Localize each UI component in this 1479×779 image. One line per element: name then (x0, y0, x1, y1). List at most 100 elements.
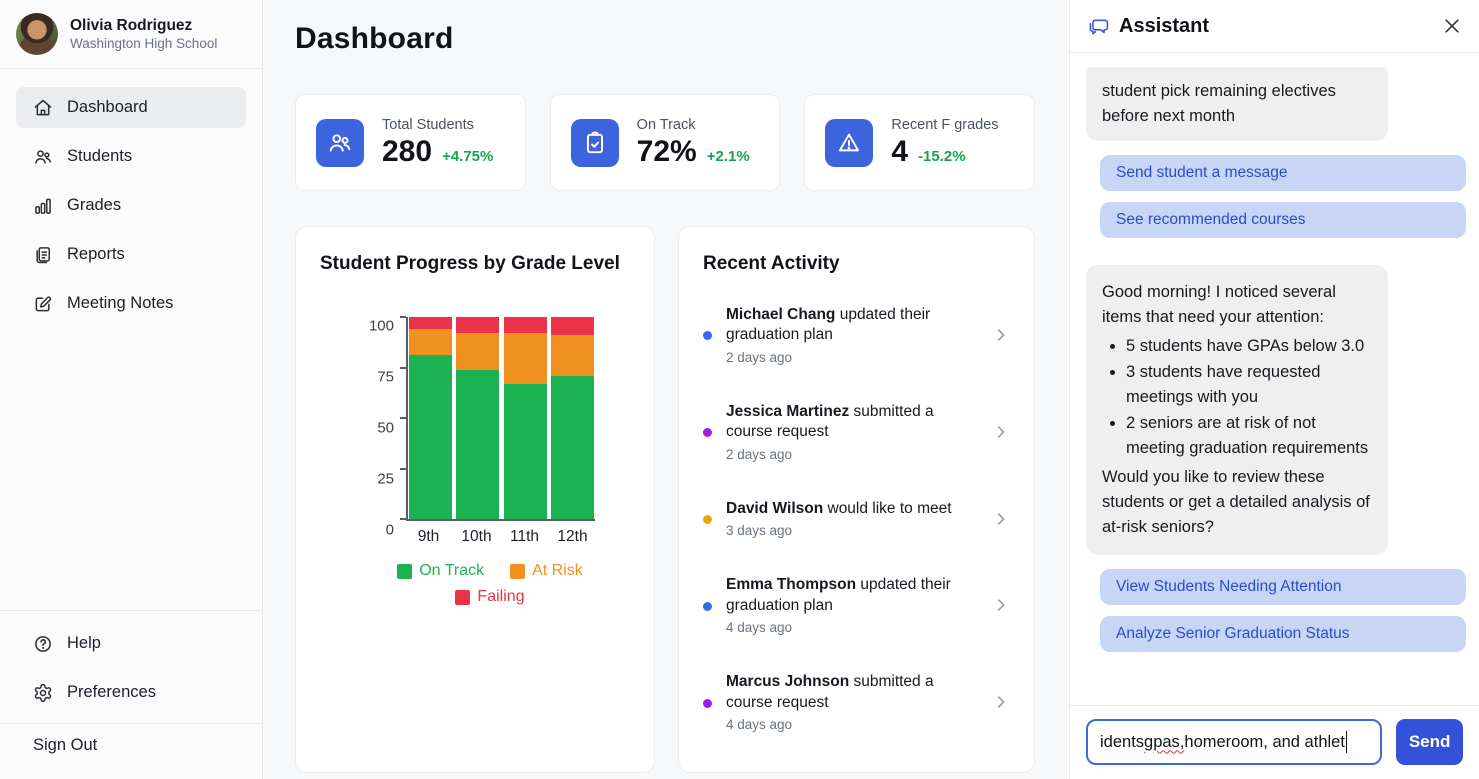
assistant-message-intro: Good morning! I noticed several items th… (1102, 283, 1336, 326)
x-tick-label: 11th (509, 528, 540, 545)
home-icon (33, 98, 53, 118)
bar-segment-failing (456, 317, 500, 334)
x-tick-label: 10th (461, 528, 492, 545)
stat-delta: +4.75% (442, 148, 494, 166)
recent-activity-title: Recent Activity (703, 253, 840, 274)
y-tick-mark (400, 417, 406, 419)
legend-item-at-risk: At Risk (510, 562, 583, 580)
sidebar-item-label: Meeting Notes (67, 294, 174, 312)
stat-body: Recent F grades 4 -15.2% (891, 117, 998, 168)
chevron-right-icon[interactable] (992, 423, 1010, 441)
activity-dot (703, 698, 712, 708)
activity-row[interactable]: Michael Chang updated their graduation p… (703, 305, 1010, 365)
activity-dot (703, 601, 712, 611)
assistant-message-bullets: 5 students have GPAs below 3.0 3 student… (1102, 334, 1372, 461)
bar-segment-at-risk (409, 329, 452, 356)
assistant-messages: student pick remaining electives before … (1070, 53, 1479, 705)
sidebar-item-meeting-notes[interactable]: Meeting Notes (16, 283, 246, 324)
sidebar-item-label: Students (67, 147, 133, 165)
bar-segment-failing (503, 317, 547, 334)
page-title: Dashboard (295, 22, 454, 55)
sidebar-item-students[interactable]: Students (16, 136, 246, 177)
sidebar-bottom: Help Preferences Sign Out (0, 610, 262, 779)
chevron-right-icon[interactable] (992, 510, 1010, 528)
activity-action: updated their graduation plan (726, 306, 931, 344)
sidebar-item-reports[interactable]: Reports (16, 234, 246, 275)
y-tick-mark (400, 467, 406, 470)
bar-12th (550, 317, 594, 519)
chart-legend: On Track At Risk Failing (350, 562, 630, 606)
activity-row[interactable]: Jessica Martinez submitted a course requ… (703, 402, 1010, 462)
bar-segment-on-track (550, 375, 594, 519)
chat-input-text-misspelled: gpas, (1144, 732, 1185, 751)
stat-label: Total Students (382, 117, 474, 134)
activity-action: would like to meet (823, 499, 952, 517)
stat-body: On Track 72% +2.1% (637, 117, 750, 168)
assistant-header: Assistant (1070, 0, 1479, 53)
chat-input[interactable]: idents gpas, homeroom, and athlet (1086, 719, 1383, 765)
activity-name: Jessica Martinez (726, 402, 850, 420)
y-tick-label: 100 (368, 317, 394, 335)
sidebar-item-dashboard[interactable]: Dashboard (16, 87, 246, 128)
chevron-right-icon[interactable] (992, 596, 1010, 614)
stat-value: 72% (636, 135, 697, 169)
sidebar-item-help[interactable]: Help (16, 623, 246, 664)
chart-y-axis: 0 25 50 75 100 (362, 317, 406, 539)
activity-action: updated their graduation plan (726, 576, 951, 614)
send-button[interactable]: Send (1396, 719, 1463, 765)
activity-action: submitted a course request (726, 673, 934, 711)
legend-label: Failing (477, 588, 525, 605)
close-icon[interactable] (1442, 16, 1462, 36)
bar-segment-on-track (409, 355, 452, 519)
bar-9th (409, 317, 452, 519)
activity-action: submitted a course request (726, 402, 934, 441)
chat-bubbles-icon (1087, 15, 1110, 38)
activity-dot (703, 331, 712, 341)
chevron-right-icon[interactable] (992, 326, 1010, 344)
chart-x-labels: 9th 10th 11th 12th (406, 528, 595, 546)
users-icon (316, 118, 364, 167)
action-see-recommended-courses[interactable]: See recommended courses (1100, 202, 1466, 238)
alert-triangle-icon (825, 118, 874, 167)
action-send-student-message[interactable]: Send student a message (1100, 155, 1466, 191)
gear-icon (33, 683, 53, 703)
activity-row[interactable]: David Wilson would like to meet 3 days a… (703, 499, 1010, 538)
activity-time: 4 days ago (726, 717, 793, 733)
help-circle-icon (33, 634, 53, 654)
assistant-panel: Assistant student pick remaining electiv… (1069, 0, 1479, 779)
chat-input-text: idents (1100, 732, 1145, 751)
chevron-right-icon[interactable] (992, 693, 1010, 711)
y-tick-label: 0 (385, 521, 394, 539)
assistant-message: student pick remaining electives before … (1086, 67, 1388, 141)
sidebar-item-label: Dashboard (67, 98, 148, 116)
stat-delta: +2.1% (706, 148, 750, 166)
activity-time: 2 days ago (726, 349, 793, 365)
assistant-title: Assistant (1119, 14, 1210, 37)
activity-row[interactable]: Emma Thompson updated their graduation p… (703, 575, 1010, 635)
activity-row[interactable]: Marcus Johnson submitted a course reques… (703, 672, 1010, 732)
bar-segment-at-risk (503, 333, 547, 384)
x-tick-label: 12th (557, 528, 588, 545)
y-tick-label: 25 (377, 470, 394, 488)
bar-chart-icon (33, 196, 53, 216)
legend-swatch (455, 589, 471, 605)
sidebar-item-preferences[interactable]: Preferences (16, 672, 246, 713)
action-analyze-senior-graduation-status[interactable]: Analyze Senior Graduation Status (1100, 616, 1466, 652)
sidebar-item-grades[interactable]: Grades (16, 185, 246, 226)
bullet-item: 5 students have GPAs below 3.0 (1126, 334, 1372, 359)
bar-10th (456, 317, 500, 519)
chat-input-text: homeroom, and athlet (1184, 732, 1345, 751)
bar-segment-at-risk (456, 333, 500, 370)
activity-name: Michael Chang (726, 306, 836, 323)
text-cursor (1345, 731, 1348, 753)
stat-label: Recent F grades (891, 117, 999, 134)
legend-item-failing: Failing (455, 588, 525, 606)
stat-body: Total Students 280 +4.75% (382, 117, 493, 168)
sidebar-divider (0, 610, 262, 611)
sign-out-button[interactable]: Sign Out (33, 736, 98, 754)
stat-label: On Track (636, 117, 696, 134)
stat-delta: -15.2% (918, 148, 966, 166)
action-view-students-needing-attention[interactable]: View Students Needing Attention (1100, 569, 1466, 605)
bar-11th (503, 317, 547, 519)
